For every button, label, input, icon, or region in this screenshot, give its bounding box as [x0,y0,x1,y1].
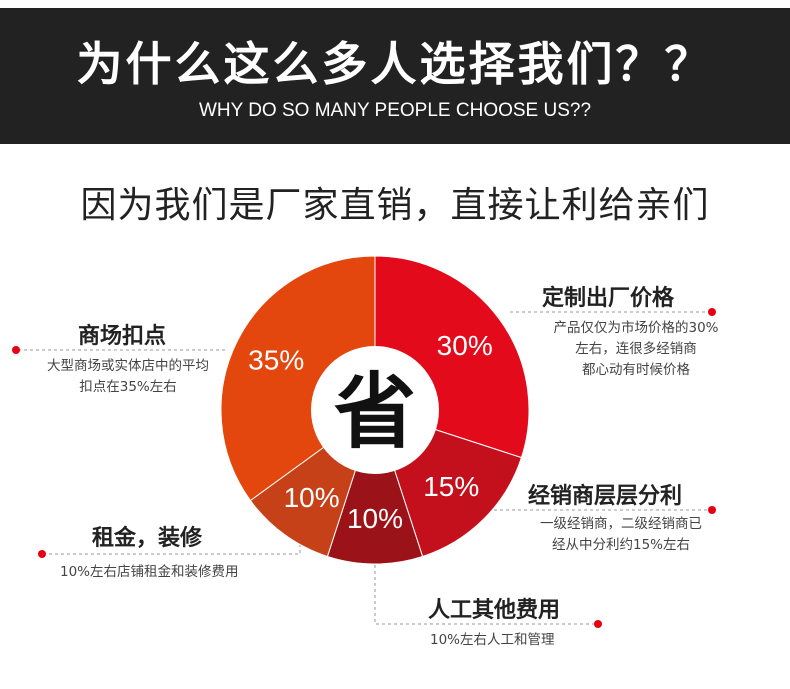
callout-line: 10%左右店铺租金和装修费用 [60,564,239,580]
callout-line: 扣点在35%左右 [79,379,177,395]
pie-slice [326,408,424,565]
center-circle [311,346,439,474]
leader-dot [708,506,716,514]
leader-dot [38,550,46,558]
slice-value-label: 10% [284,482,340,513]
callout-line: 都心动有时候价格 [582,362,690,378]
callout-desc-mall-commission: 大型商场或实体店中的平均 扣点在35%左右 [30,356,226,398]
callout-line: 经从中分利约15%左右 [551,537,690,553]
pie-slice [220,255,376,502]
leader-dot [594,620,602,628]
callout-title-rent: 租金，装修 [92,526,203,551]
callout-desc-labor: 10%左右人工和管理 [430,630,555,651]
callout-line: 大型商场或实体店中的平均 [47,358,209,374]
callout-line: 左右，连很多经销商 [575,341,697,357]
callout-desc-factory-price: 产品仅仅为市场价格的30% 左右，连很多经销商 都心动有时候价格 [538,318,734,381]
header-banner: 为什么这么多人选择我们？？ WHY DO SO MANY PEOPLE CHOO… [0,8,790,144]
slice-value-label: 30% [437,330,493,361]
slice-value-label: 15% [423,471,479,502]
callout-line: 10%左右人工和管理 [430,632,555,648]
callout-line: 产品仅仅为市场价格的30% [553,320,719,336]
page-subtitle: WHY DO SO MANY PEOPLE CHOOSE US?? [198,100,592,121]
callout-title-factory-price: 定制出厂价格 [542,286,675,311]
callout-desc-rent: 10%左右店铺租金和装修费用 [60,562,239,583]
leader-dot [12,346,20,354]
leader-line [374,565,598,625]
callout-title-distributor: 经销商层层分利 [528,484,683,509]
page-title: 为什么这么多人选择我们？？ [76,37,714,91]
slice-value-label: 10% [347,503,403,534]
leader-dot [708,308,716,316]
callout-title-labor: 人工其他费用 [428,598,561,623]
callout-desc-distributor: 一级经销商，二级经销商已 经从中分利约15%左右 [516,514,726,556]
leader-line [42,520,301,555]
callout-line: 一级经销商，二级经销商已 [540,516,702,532]
callout-title-mall-commission: 商场扣点 [78,324,167,349]
headline: 因为我们是厂家直销，直接让利给亲们 [80,185,710,226]
slice-value-label: 35% [248,345,304,376]
center-label: 省 [334,365,416,460]
